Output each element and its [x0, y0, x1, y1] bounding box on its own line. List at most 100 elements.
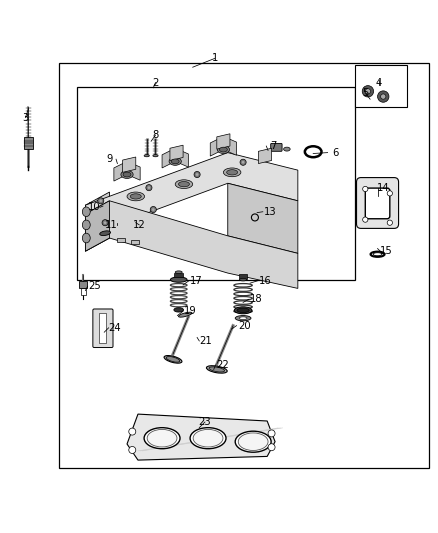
Text: 1: 1 — [212, 53, 218, 63]
Circle shape — [268, 443, 275, 451]
Text: 19: 19 — [184, 306, 197, 316]
Bar — [117, 238, 125, 242]
Text: 22: 22 — [216, 360, 229, 370]
Circle shape — [240, 159, 246, 165]
Ellipse shape — [217, 146, 230, 154]
Ellipse shape — [227, 169, 237, 175]
FancyBboxPatch shape — [93, 309, 113, 348]
Circle shape — [242, 161, 244, 164]
Circle shape — [378, 91, 389, 102]
Circle shape — [194, 172, 200, 177]
Ellipse shape — [209, 367, 225, 372]
Polygon shape — [217, 134, 230, 149]
Circle shape — [268, 430, 275, 437]
Ellipse shape — [123, 172, 131, 177]
Polygon shape — [127, 414, 275, 460]
Circle shape — [104, 221, 106, 224]
Text: 24: 24 — [109, 323, 121, 333]
Ellipse shape — [82, 233, 90, 243]
Bar — [355, 65, 407, 107]
Text: 17: 17 — [189, 276, 202, 286]
Bar — [79, 281, 87, 287]
Text: 9: 9 — [106, 154, 113, 164]
Ellipse shape — [223, 168, 241, 177]
Ellipse shape — [219, 147, 227, 152]
Text: 4: 4 — [376, 77, 382, 87]
Ellipse shape — [153, 155, 158, 157]
Circle shape — [98, 198, 104, 204]
FancyBboxPatch shape — [271, 143, 282, 151]
Text: 25: 25 — [88, 281, 101, 291]
Ellipse shape — [170, 277, 187, 282]
Text: 23: 23 — [199, 417, 211, 427]
Ellipse shape — [237, 308, 249, 312]
Text: 21: 21 — [199, 336, 212, 346]
Ellipse shape — [239, 317, 247, 319]
Bar — [81, 287, 86, 295]
Bar — [77, 87, 355, 280]
Ellipse shape — [190, 427, 226, 449]
Polygon shape — [85, 201, 110, 251]
Circle shape — [150, 206, 156, 213]
Ellipse shape — [179, 312, 192, 317]
Polygon shape — [85, 201, 298, 288]
Circle shape — [365, 88, 371, 94]
Ellipse shape — [175, 180, 193, 189]
Circle shape — [363, 187, 368, 191]
Polygon shape — [85, 192, 110, 251]
FancyBboxPatch shape — [357, 177, 399, 229]
Circle shape — [148, 187, 150, 189]
Text: 5: 5 — [363, 88, 369, 99]
Ellipse shape — [283, 147, 290, 151]
Ellipse shape — [178, 182, 189, 187]
Ellipse shape — [171, 159, 179, 164]
Bar — [239, 274, 247, 279]
Ellipse shape — [144, 155, 149, 157]
Text: 12: 12 — [133, 220, 146, 230]
Text: 14: 14 — [377, 183, 389, 192]
Circle shape — [129, 447, 136, 454]
Ellipse shape — [82, 220, 90, 230]
Polygon shape — [170, 145, 183, 160]
Ellipse shape — [206, 366, 227, 373]
Ellipse shape — [144, 427, 180, 449]
Polygon shape — [123, 157, 136, 172]
Bar — [99, 313, 106, 343]
Polygon shape — [228, 183, 298, 253]
Ellipse shape — [164, 356, 182, 363]
Text: 16: 16 — [258, 276, 272, 286]
Bar — [174, 273, 183, 277]
Circle shape — [99, 199, 102, 202]
Ellipse shape — [234, 307, 252, 314]
Circle shape — [362, 86, 374, 97]
Circle shape — [387, 220, 392, 225]
Bar — [131, 240, 139, 244]
Circle shape — [381, 94, 386, 99]
Circle shape — [129, 428, 136, 435]
Text: 20: 20 — [238, 321, 251, 330]
Polygon shape — [114, 161, 140, 181]
Text: 15: 15 — [380, 246, 393, 256]
Circle shape — [196, 173, 198, 176]
Ellipse shape — [235, 431, 271, 452]
Text: 8: 8 — [152, 130, 159, 140]
Circle shape — [102, 220, 108, 226]
Text: 6: 6 — [332, 148, 338, 158]
Polygon shape — [162, 148, 188, 168]
Ellipse shape — [147, 430, 177, 447]
Text: 7: 7 — [271, 141, 277, 151]
Ellipse shape — [240, 278, 247, 281]
Ellipse shape — [100, 231, 110, 236]
Circle shape — [152, 208, 155, 211]
Text: 13: 13 — [265, 207, 277, 217]
Ellipse shape — [169, 157, 181, 165]
Ellipse shape — [121, 171, 133, 179]
Ellipse shape — [235, 316, 251, 321]
Ellipse shape — [175, 271, 182, 273]
Ellipse shape — [82, 207, 90, 216]
Polygon shape — [210, 136, 237, 156]
Polygon shape — [258, 148, 272, 164]
Text: 3: 3 — [22, 112, 28, 123]
Ellipse shape — [193, 430, 223, 447]
Circle shape — [146, 184, 152, 191]
